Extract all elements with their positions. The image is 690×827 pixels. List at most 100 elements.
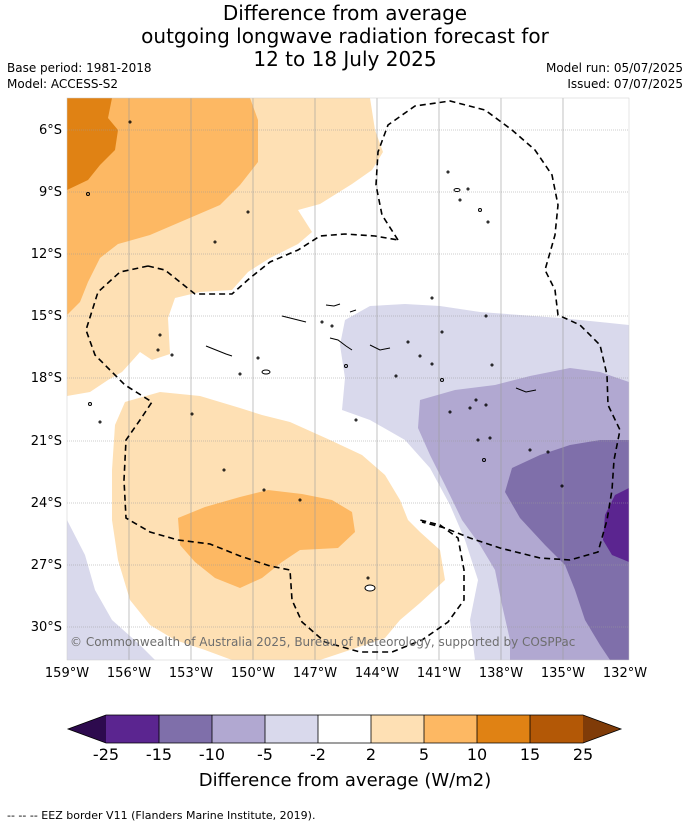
- eez-borders: [85, 100, 621, 653]
- island: [482, 458, 486, 462]
- eez-border-french-polynesia: [375, 100, 621, 561]
- anomaly-region-light-purple-sw: [67, 520, 155, 660]
- colorbar-tick-label: 5: [418, 745, 430, 764]
- island: [476, 438, 480, 442]
- lon-label-150w: 150°W: [230, 666, 276, 681]
- colorbar-below-min-arrow: [68, 715, 106, 743]
- island: [170, 353, 174, 357]
- island: [246, 210, 250, 214]
- anomaly-region-orange-south: [178, 490, 355, 588]
- island: [366, 576, 370, 580]
- colorbar-tick-label: -10: [198, 745, 226, 764]
- island: [478, 208, 482, 212]
- islands: [86, 120, 564, 592]
- eez-legend-note: -- -- -- EEZ border V11 (Flanders Marine…: [7, 809, 316, 822]
- island: [486, 220, 490, 224]
- colorbar-tick-label: -25: [92, 745, 120, 764]
- island: [474, 398, 478, 402]
- lon-label-153w: 153°W: [168, 666, 214, 681]
- colorbar-swatch-1: [106, 715, 159, 743]
- lat-label-9s: 9°S: [38, 185, 62, 200]
- colorbar-swatch-4: [265, 715, 318, 743]
- island: [281, 315, 307, 323]
- island: [418, 354, 422, 358]
- title-line-3: 12 to 18 July 2025: [253, 47, 437, 71]
- island: [344, 364, 348, 368]
- lon-label-147w: 147°W: [292, 666, 338, 681]
- colorbar-tick-label: 10: [466, 745, 488, 764]
- lat-label-18s: 18°S: [30, 371, 62, 386]
- island: [205, 345, 233, 357]
- island: [325, 303, 341, 307]
- title-line-2: outgoing longwave radiation forecast for: [141, 24, 549, 48]
- island: [256, 356, 260, 360]
- island: [468, 406, 472, 410]
- island: [88, 402, 92, 406]
- anomaly-field: [67, 98, 629, 660]
- island: [261, 369, 271, 375]
- island: [320, 320, 324, 324]
- island: [330, 324, 334, 328]
- island: [515, 387, 537, 393]
- colorbar-tick-label: -5: [257, 745, 273, 764]
- lat-label-12s: 12°S: [30, 247, 62, 262]
- lon-label-159w: 159°W: [44, 666, 90, 681]
- island: [86, 192, 90, 196]
- island: [430, 362, 434, 366]
- colorbar-outline: [66, 714, 623, 744]
- island: [528, 448, 532, 452]
- island: [560, 484, 564, 488]
- anomaly-region-orange-north: [67, 98, 258, 315]
- model-run-text: Model run: 05/07/2025: [545, 61, 683, 75]
- copyright-text: © Commonwealth of Australia 2025, Bureau…: [70, 635, 576, 649]
- colorbar-swatch-6: [371, 715, 424, 743]
- lon-label-132w: 132°W: [602, 666, 648, 681]
- island: [98, 420, 102, 424]
- lon-label-141w: 141°W: [416, 666, 462, 681]
- colorbar-above-max-arrow: [583, 715, 621, 743]
- eez-border-cook-islands: [85, 265, 465, 653]
- island: [158, 333, 162, 337]
- island: [430, 296, 434, 300]
- title-line-1: Difference from average: [222, 1, 468, 25]
- lat-label-15s: 15°S: [30, 309, 62, 324]
- meta-left: Base period: 1981-2018 Model: ACCESS-S2: [7, 60, 152, 92]
- lat-label-6s: 6°S: [38, 123, 62, 138]
- lat-label-24s: 24°S: [30, 496, 62, 511]
- colorbar-swatch-7: [424, 715, 477, 743]
- island: [406, 340, 410, 344]
- gridlines: [67, 98, 629, 660]
- eez-border-cook-north-link: [147, 233, 399, 295]
- colorbar-swatch-5: [318, 715, 371, 743]
- lon-label-144w: 144°W: [354, 666, 400, 681]
- island: [128, 120, 132, 124]
- chart-title: Difference from average outgoing longwav…: [0, 2, 690, 71]
- island: [222, 468, 226, 472]
- island: [298, 498, 302, 502]
- colorbar-tick-label: -2: [310, 745, 326, 764]
- colorbar-swatch-2: [159, 715, 212, 743]
- island: [440, 330, 444, 334]
- island: [213, 240, 217, 244]
- island: [484, 314, 488, 318]
- base-period-text: Base period: 1981-2018: [7, 61, 152, 75]
- lon-label-156w: 156°W: [106, 666, 152, 681]
- island: [490, 363, 494, 367]
- island: [262, 488, 266, 492]
- island: [329, 337, 353, 351]
- colorbar-swatch-9: [530, 715, 583, 743]
- island: [190, 412, 194, 416]
- colorbar-swatch-8: [477, 715, 530, 743]
- island: [466, 187, 470, 191]
- issued-text: Issued: 07/07/2025: [567, 77, 683, 91]
- lon-label-135w: 135°W: [540, 666, 586, 681]
- model-text: Model: ACCESS-S2: [7, 77, 119, 91]
- island: [156, 348, 160, 352]
- island: [446, 170, 450, 174]
- island: [458, 198, 462, 202]
- island: [484, 403, 488, 407]
- island: [364, 584, 376, 592]
- lat-label-21s: 21°S: [30, 434, 62, 449]
